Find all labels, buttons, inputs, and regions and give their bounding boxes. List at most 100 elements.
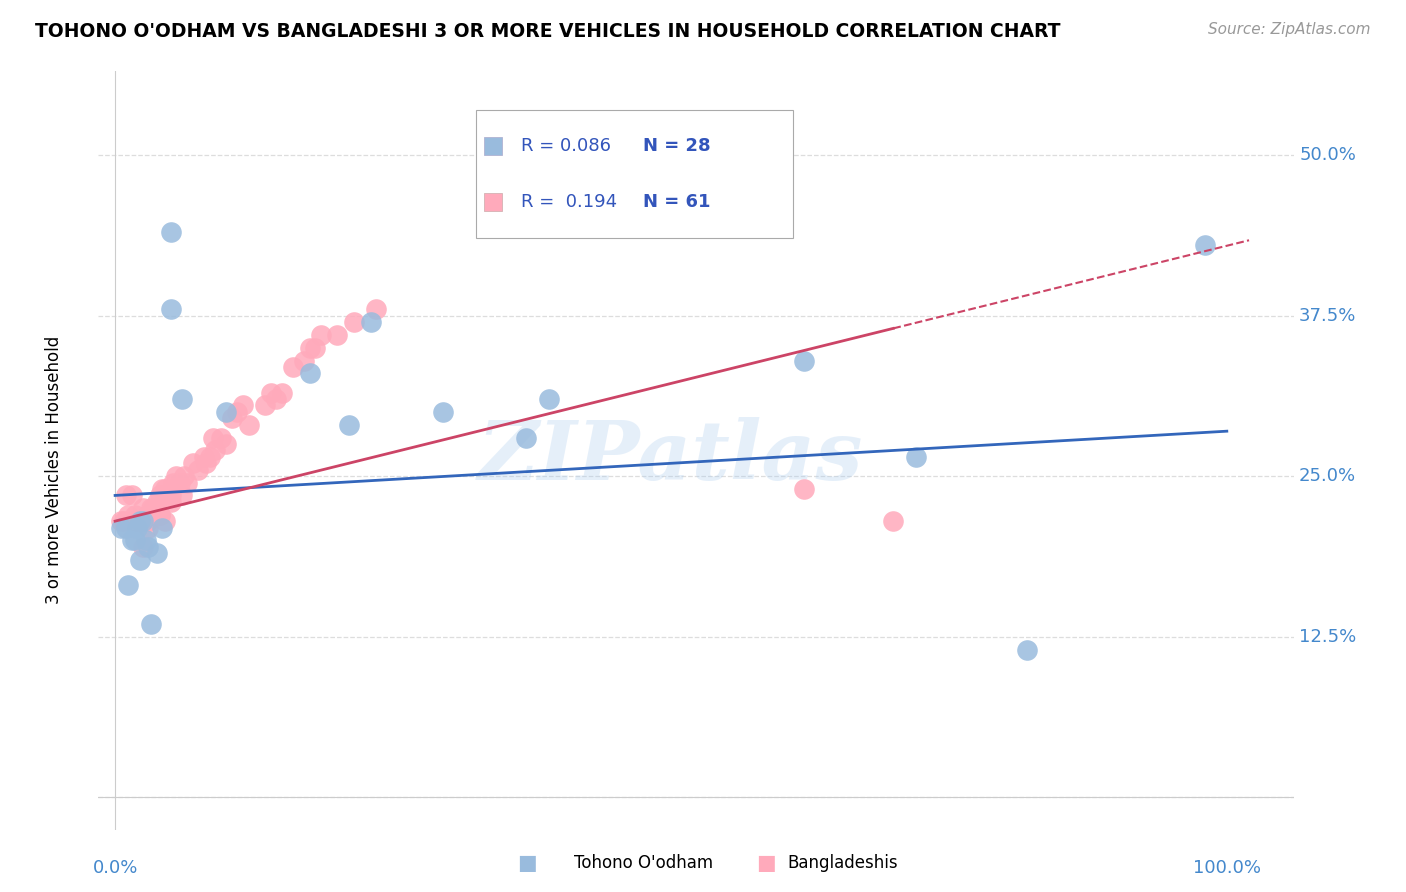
Point xyxy=(226,405,249,419)
Point xyxy=(159,225,181,239)
Point xyxy=(309,327,332,342)
Point xyxy=(254,399,277,413)
Text: N = 28: N = 28 xyxy=(643,136,711,155)
Point xyxy=(298,341,321,355)
Point xyxy=(138,508,160,522)
Point xyxy=(157,488,180,502)
Point xyxy=(150,482,173,496)
Point xyxy=(232,399,254,413)
Point xyxy=(181,456,204,470)
Point xyxy=(146,495,169,509)
Point xyxy=(165,469,187,483)
Point xyxy=(187,463,209,477)
Point xyxy=(204,443,226,458)
Point xyxy=(360,315,382,329)
Text: N = 61: N = 61 xyxy=(643,194,710,211)
Point xyxy=(195,456,218,470)
Point xyxy=(215,437,238,451)
Point xyxy=(132,540,155,554)
Point xyxy=(1194,237,1216,252)
Point xyxy=(143,501,166,516)
Text: 100.0%: 100.0% xyxy=(1192,859,1261,877)
Point xyxy=(793,482,815,496)
Point xyxy=(148,508,170,522)
Text: ZIPatlas: ZIPatlas xyxy=(478,417,863,497)
Point xyxy=(173,469,195,483)
Point xyxy=(138,520,160,534)
Point xyxy=(132,514,155,528)
Point xyxy=(127,514,149,528)
Point xyxy=(1015,642,1038,657)
Point xyxy=(121,488,143,502)
Point xyxy=(366,302,388,317)
Point xyxy=(124,533,146,548)
Point xyxy=(270,385,292,400)
Text: Source: ZipAtlas.com: Source: ZipAtlas.com xyxy=(1208,22,1371,37)
Point xyxy=(139,616,162,631)
Point xyxy=(150,520,173,534)
Point xyxy=(135,533,157,548)
Point xyxy=(115,520,138,534)
Point xyxy=(169,475,191,490)
Point xyxy=(128,552,150,566)
Text: TOHONO O'ODHAM VS BANGLADESHI 3 OR MORE VEHICLES IN HOUSEHOLD CORRELATION CHART: TOHONO O'ODHAM VS BANGLADESHI 3 OR MORE … xyxy=(35,22,1060,41)
Point xyxy=(162,475,184,490)
Text: 37.5%: 37.5% xyxy=(1299,307,1357,325)
Text: 0.0%: 0.0% xyxy=(93,859,138,877)
Point xyxy=(432,405,454,419)
Text: 12.5%: 12.5% xyxy=(1299,628,1357,646)
Point xyxy=(537,392,560,406)
Point xyxy=(159,488,181,502)
Point xyxy=(148,508,170,522)
Point xyxy=(138,514,160,528)
Point xyxy=(198,450,221,464)
Text: R = 0.086: R = 0.086 xyxy=(520,136,610,155)
Point xyxy=(515,431,537,445)
Point xyxy=(170,392,193,406)
Point xyxy=(153,482,176,496)
Point xyxy=(221,411,243,425)
Point xyxy=(343,315,366,329)
Point xyxy=(298,367,321,381)
Point xyxy=(112,514,135,528)
Point xyxy=(115,488,138,502)
Text: ■: ■ xyxy=(756,854,776,873)
Point xyxy=(138,540,160,554)
Point xyxy=(281,359,304,374)
Point xyxy=(159,302,181,317)
Point xyxy=(121,533,143,548)
Point xyxy=(127,520,149,534)
Point xyxy=(170,488,193,502)
Point xyxy=(110,514,132,528)
Point xyxy=(117,578,139,592)
Point xyxy=(139,501,162,516)
Point xyxy=(266,392,288,406)
Point xyxy=(139,508,162,522)
Point xyxy=(292,353,315,368)
Point xyxy=(793,353,815,368)
Point xyxy=(135,514,157,528)
Point xyxy=(124,508,146,522)
Point xyxy=(482,195,505,210)
Point xyxy=(326,327,349,342)
Text: R =  0.194: R = 0.194 xyxy=(520,194,617,211)
Point xyxy=(882,514,904,528)
Point xyxy=(132,501,155,516)
Point xyxy=(337,417,360,432)
Text: Tohono O'odham: Tohono O'odham xyxy=(574,855,713,872)
Point xyxy=(128,514,150,528)
Text: ■: ■ xyxy=(517,854,537,873)
Point xyxy=(260,385,283,400)
Point xyxy=(159,495,181,509)
Text: 50.0%: 50.0% xyxy=(1299,146,1355,164)
Text: Bangladeshis: Bangladeshis xyxy=(787,855,898,872)
FancyBboxPatch shape xyxy=(477,110,793,238)
Point xyxy=(193,450,215,464)
Point xyxy=(209,431,232,445)
Point xyxy=(904,450,927,464)
Point xyxy=(201,431,224,445)
Point xyxy=(482,139,505,153)
Point xyxy=(148,488,170,502)
Point xyxy=(304,341,326,355)
Point xyxy=(238,417,260,432)
